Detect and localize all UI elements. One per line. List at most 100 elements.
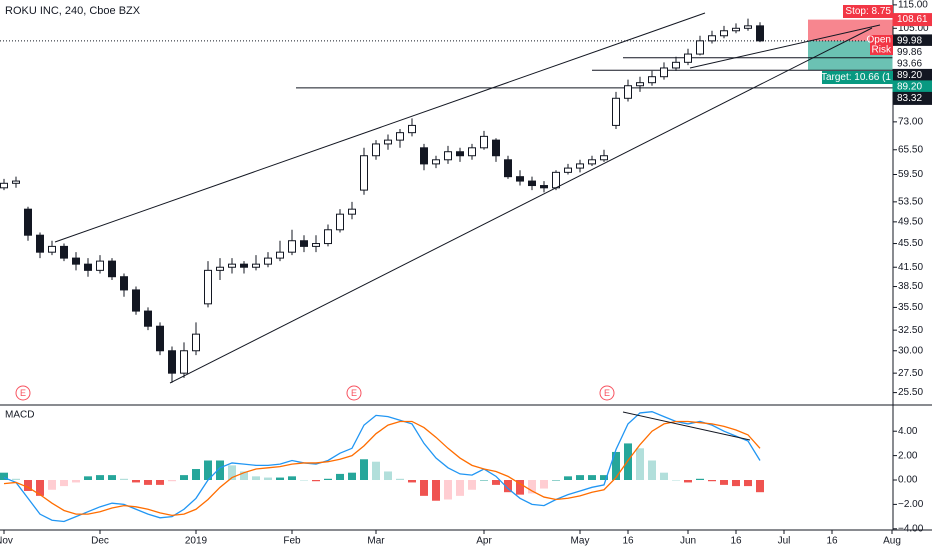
candle-body [276,251,284,259]
histogram-bar [360,459,368,480]
candle-body [492,139,500,157]
candle-body [12,180,20,184]
histogram-bar [408,480,416,483]
price-tag-label: 89.20 [897,82,922,93]
histogram-bar [240,471,248,480]
x-tick-label: 16 [826,536,838,547]
candle-body [636,82,644,87]
macd-line [3,411,761,523]
candle-body [468,147,476,157]
histogram-bar [504,480,512,493]
histogram-bar [216,460,224,480]
candle-body [576,163,584,169]
candle-body [84,263,92,271]
candle-body [660,67,668,78]
histogram-bar [492,480,500,485]
price-tag [892,91,932,105]
position-label-box [843,5,893,18]
histogram-bar [612,451,620,480]
y-tick-label: 2.00 [898,450,918,461]
candle-body [360,155,368,191]
candle-body [372,143,380,157]
y-tick-label: 38.50 [898,281,923,292]
histogram-bar [288,476,296,480]
x-tick-label: Jun [680,536,696,547]
candle-body [60,245,68,259]
candle-body [504,159,512,178]
histogram-bar [720,480,728,485]
candle-body [588,159,596,165]
candle-body [192,333,200,352]
histogram-bar [156,480,164,485]
histogram-bar [396,478,404,480]
x-tick-label: Jul [778,536,791,547]
histogram-bar [696,478,704,480]
x-tick-label: Apr [476,536,492,547]
candle-body [48,245,56,253]
y-tick-label: 49.50 [898,216,923,227]
histogram-bar [432,480,440,501]
y-tick-label: −4.00 [898,523,924,534]
chart-title: ROKU INC, 240, Cboe BZX [5,5,141,17]
histogram-bar [108,475,116,480]
candle-body [168,350,176,374]
y-tick-label: 53.50 [898,196,923,207]
histogram-bar [660,472,668,480]
candle-body [24,208,32,236]
histogram-bar [60,480,68,487]
candle-body [0,182,8,189]
candle-body [384,139,392,145]
price-tag-label: 99.98 [897,36,922,47]
candle-body [612,97,620,126]
price-tag-label: 108.61 [897,14,928,25]
earnings-label: E [351,388,357,398]
candle-body [432,159,440,165]
macd-line [3,420,761,517]
candle-body [228,263,236,268]
histogram-bar [576,475,584,480]
x-tick-label: Feb [283,536,301,547]
x-tick-label: 16 [622,536,634,547]
earnings-marker [15,385,31,401]
histogram-bar [36,480,44,496]
y-tick-label: 115.00 [898,0,928,11]
y-tick-label: −2.00 [898,499,924,510]
histogram-bar [48,480,56,490]
candle-body [96,260,104,271]
histogram-bar [168,480,176,482]
candle-body [204,269,212,305]
candle-body [216,266,224,271]
x-tick-label: Nov [0,536,13,547]
candle-body [528,180,536,187]
candle-body [672,61,680,69]
trend-line [689,24,881,69]
histogram-bar [264,477,272,480]
histogram-bar [564,476,572,480]
histogram-bar [312,480,320,482]
y-tick-label: 25.50 [898,387,923,398]
candle-body [480,135,488,149]
histogram-bar [480,480,488,481]
candle-body [600,155,608,161]
candle-body [564,167,572,173]
trend-line [54,12,706,243]
histogram-bar [24,480,32,491]
histogram-bar [756,480,764,493]
candle-body [264,257,272,265]
histogram-bar [600,475,608,480]
position-label-box [870,35,893,45]
histogram-bar [744,480,752,487]
candle-body [732,27,740,32]
x-tick-label: 16 [730,536,742,547]
histogram-bar [636,448,644,480]
position-label: Target: 10.66 (1 [821,72,891,83]
price-tag-label: 89.20 [897,70,922,81]
histogram-bar [192,469,200,480]
histogram-bar [0,472,8,480]
histogram-bar [324,478,332,480]
candle-body [240,263,248,268]
y-tick-label: 105.00 [898,23,929,34]
candle-body [348,208,356,215]
y-tick-label: 59.50 [898,169,923,180]
